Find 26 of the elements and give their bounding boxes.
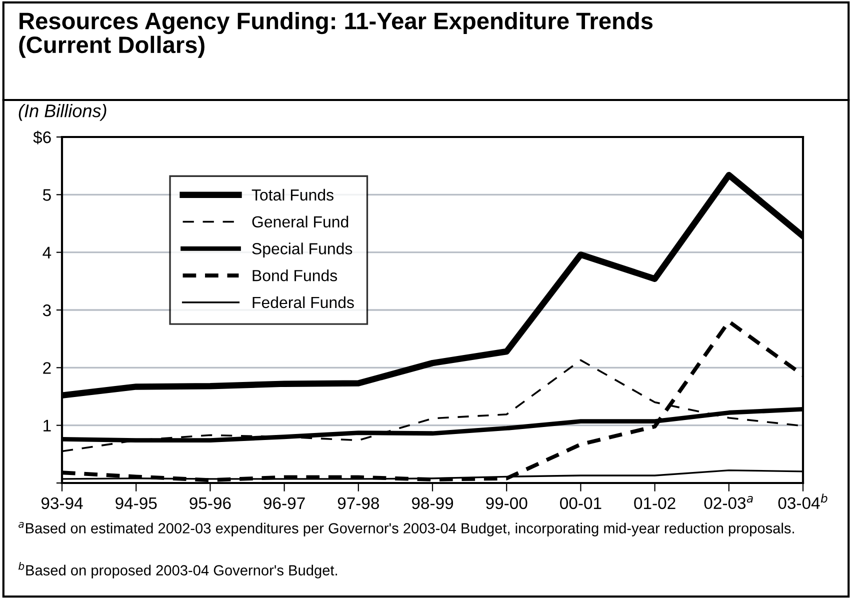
text: $^{b}$Based on proposed 2003-04 Governor's Budget. [18,562,337,578]
legend-label: Bond Funds [252,270,338,282]
y-tick-label: 5 [42,189,51,201]
x-tick-label: 97-98 [338,497,379,510]
chart-title: Resources Agency Funding: 11-Year Expenditure Trends (Current Dollars) [19,12,653,58]
y-tick-label: $6 [33,130,51,144]
chart-subtitle: (In Billions) [18,104,106,121]
x-tick-label: 93-94 [41,497,83,510]
text: $^{a}$Based on estimated 2002-03 expenditures per Governor's 2003-04 Budget, incorporating mid-year reduction proposals. [18,522,794,536]
x-tick-label: 98-99 [412,497,454,510]
x-tick-label: 95-96 [190,497,231,510]
x-tick-label: 00-01 [560,497,602,510]
x-tick-label: 99-00 [486,497,528,510]
legend-label: Total Funds [252,188,334,201]
legend-label: Special Funds [252,242,352,258]
y-tick-label: 2 [43,362,51,374]
legend-label: General Fund [252,216,348,228]
x-tick-label: 03-04$^{b}$ [778,494,828,510]
x-tick-label: 01-02 [634,497,676,510]
x-tick-label: 94-95 [116,497,157,510]
y-tick-label: 3 [42,304,51,316]
x-tick-label: 02-03$^{a}$ [704,496,753,510]
legend-label: Federal Funds [252,296,354,308]
y-tick-label: 1 [44,420,51,432]
x-tick-label: 96-97 [264,497,305,510]
y-tick-label: 4 [42,246,52,258]
